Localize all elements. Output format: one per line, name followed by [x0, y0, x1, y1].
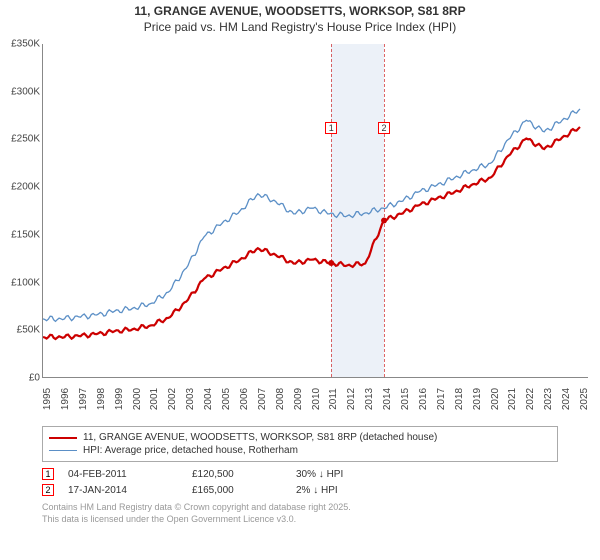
sale-date: 04-FEB-2011: [68, 469, 178, 480]
x-tick-label: 2014: [382, 388, 393, 410]
x-tick-label: 1998: [96, 388, 107, 410]
sale-price: £120,500: [192, 469, 282, 480]
sale-date: 17-JAN-2014: [68, 485, 178, 496]
legend: 11, GRANGE AVENUE, WOODSETTS, WORKSOP, S…: [42, 426, 558, 462]
footer-line2: This data is licensed under the Open Gov…: [42, 514, 558, 526]
y-tick-label: £350K: [0, 39, 40, 50]
x-tick-label: 1997: [78, 388, 89, 410]
sale-delta: 30% ↓ HPI: [296, 469, 406, 480]
sale-row: 2 17-JAN-2014 £165,000 2% ↓ HPI: [42, 482, 558, 498]
chart-title-line2: Price paid vs. HM Land Registry's House …: [0, 18, 600, 34]
y-tick-label: £100K: [0, 277, 40, 288]
chart-svg: [43, 44, 589, 378]
x-tick-label: 2002: [167, 388, 178, 410]
legend-row: 11, GRANGE AVENUE, WOODSETTS, WORKSOP, S…: [49, 431, 551, 444]
x-tick-label: 2004: [203, 388, 214, 410]
sale-price: £165,000: [192, 485, 282, 496]
sale-row: 1 04-FEB-2011 £120,500 30% ↓ HPI: [42, 466, 558, 482]
plot-area: 12: [42, 44, 588, 378]
x-tick-label: 1999: [114, 388, 125, 410]
chart-title-line1: 11, GRANGE AVENUE, WOODSETTS, WORKSOP, S…: [0, 0, 600, 18]
series-price: [43, 127, 580, 339]
x-tick-label: 2001: [149, 388, 160, 410]
sale-row-marker: 2: [42, 484, 54, 496]
x-tick-label: 1995: [42, 388, 53, 410]
series-hpi: [43, 109, 580, 322]
x-tick-label: 2012: [346, 388, 357, 410]
x-tick-label: 2010: [311, 388, 322, 410]
y-tick-label: £200K: [0, 182, 40, 193]
x-tick-label: 2007: [257, 388, 268, 410]
x-tick-label: 2015: [400, 388, 411, 410]
x-tick-label: 2021: [507, 388, 518, 410]
x-tick-label: 2024: [561, 388, 572, 410]
x-tick-label: 2023: [543, 388, 554, 410]
x-tick-label: 2022: [525, 388, 536, 410]
footer-line1: Contains HM Land Registry data © Crown c…: [42, 502, 558, 514]
x-tick-label: 2016: [418, 388, 429, 410]
y-tick-label: £300K: [0, 86, 40, 97]
x-tick-label: 2017: [436, 388, 447, 410]
sale-point: [381, 218, 387, 224]
sales-table: 1 04-FEB-2011 £120,500 30% ↓ HPI 2 17-JAN-201…: [42, 466, 558, 498]
sale-row-marker: 1: [42, 468, 54, 480]
x-tick-label: 2018: [454, 388, 465, 410]
x-tick-label: 1996: [60, 388, 71, 410]
y-tick-label: £150K: [0, 229, 40, 240]
x-tick-label: 2011: [328, 388, 339, 410]
x-tick-label: 2019: [472, 388, 483, 410]
legend-row: HPI: Average price, detached house, Roth…: [49, 444, 551, 457]
x-tick-label: 2009: [293, 388, 304, 410]
chart-container: 11, GRANGE AVENUE, WOODSETTS, WORKSOP, S…: [0, 0, 600, 420]
legend-label: 11, GRANGE AVENUE, WOODSETTS, WORKSOP, S…: [83, 432, 437, 443]
x-tick-label: 2020: [490, 388, 501, 410]
footer-attribution: Contains HM Land Registry data © Crown c…: [42, 502, 558, 525]
y-tick-label: £50K: [0, 325, 40, 336]
x-tick-label: 2003: [185, 388, 196, 410]
x-tick-label: 2008: [275, 388, 286, 410]
x-tick-label: 2005: [221, 388, 232, 410]
legend-label: HPI: Average price, detached house, Roth…: [83, 445, 298, 456]
y-tick-label: £0: [0, 373, 40, 384]
x-tick-label: 2000: [132, 388, 143, 410]
legend-swatch: [49, 437, 77, 439]
y-tick-label: £250K: [0, 134, 40, 145]
x-tick-label: 2006: [239, 388, 250, 410]
sale-delta: 2% ↓ HPI: [296, 485, 406, 496]
legend-swatch: [49, 450, 77, 451]
x-tick-label: 2025: [579, 388, 590, 410]
x-tick-label: 2013: [364, 388, 375, 410]
sale-point: [328, 260, 334, 266]
